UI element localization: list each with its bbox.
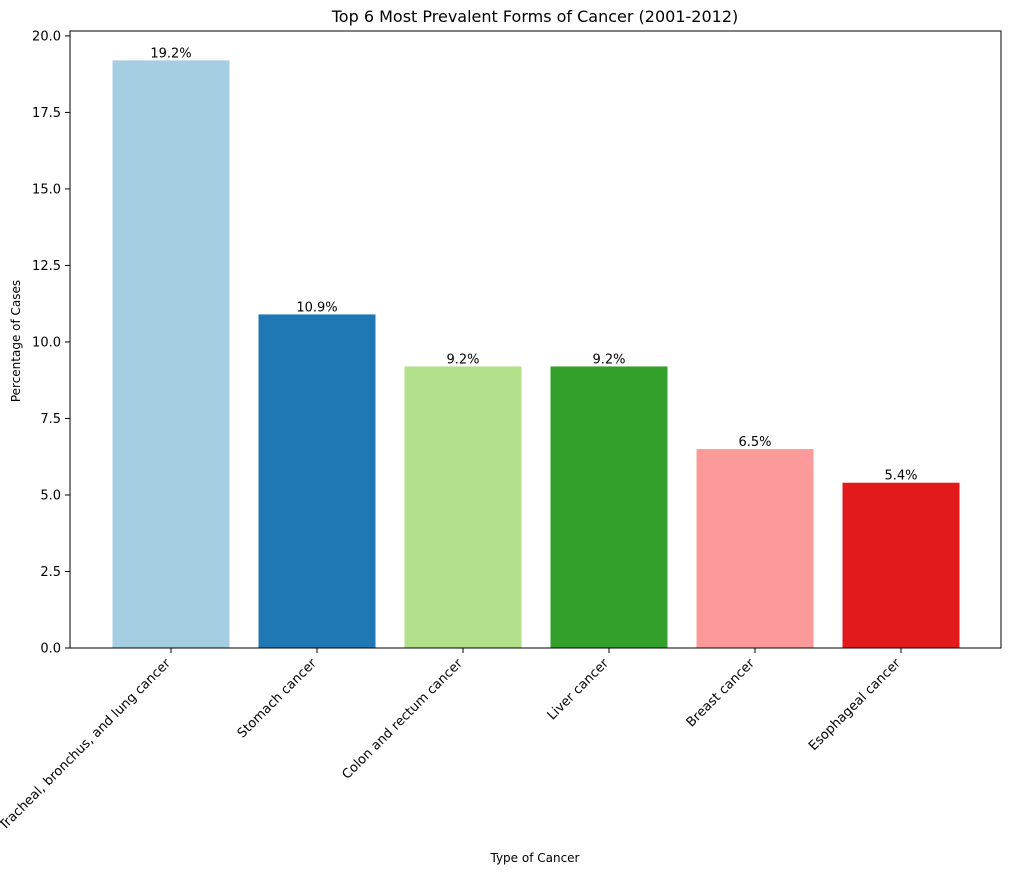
y-tick-label: 17.5 (32, 106, 61, 121)
y-tick-label: 5.0 (40, 488, 61, 503)
bar-value-label: 9.2% (446, 352, 479, 367)
y-tick-label: 7.5 (40, 412, 61, 427)
x-tick-label: Breast cancer (684, 656, 759, 731)
value-labels-layer: 19.2% 10.9% 9.2% 9.2% 6.5% 5.4% (150, 46, 917, 483)
bar (112, 60, 230, 648)
bar (258, 314, 376, 648)
bar (404, 366, 522, 648)
x-tick-label: Stomach cancer (235, 656, 321, 742)
x-tick-label: Liver cancer (545, 656, 613, 724)
y-tick-label: 20.0 (32, 29, 61, 44)
bar (550, 366, 668, 648)
bar (842, 482, 960, 648)
bar-value-label: 6.5% (738, 435, 771, 450)
plot-frame (69, 30, 1002, 649)
y-tick-label: 15.0 (32, 182, 61, 197)
y-tick-label: 12.5 (32, 259, 61, 274)
bar (696, 449, 814, 648)
y-tick-label: 0.0 (40, 642, 61, 657)
bar-value-label: 9.2% (592, 352, 625, 367)
bars-layer (112, 60, 960, 648)
y-tick-label: 2.5 (40, 565, 61, 580)
y-axis-label: Percentage of Cases (9, 280, 23, 402)
x-tick-label: Colon and rectum cancer (339, 656, 466, 783)
x-axis-label: Type of Cancer (489, 851, 579, 865)
bar-value-label: 10.9% (296, 300, 337, 315)
x-tick-label: Tracheal, bronchus, and lung cancer (0, 656, 174, 834)
x-tick-label: Esophageal cancer (806, 656, 904, 754)
bar-value-label: 5.4% (884, 469, 917, 484)
y-tick-label: 10.0 (32, 335, 61, 350)
chart-title: Top 6 Most Prevalent Forms of Cancer (20… (331, 7, 739, 26)
bar-value-label: 19.2% (150, 46, 191, 61)
